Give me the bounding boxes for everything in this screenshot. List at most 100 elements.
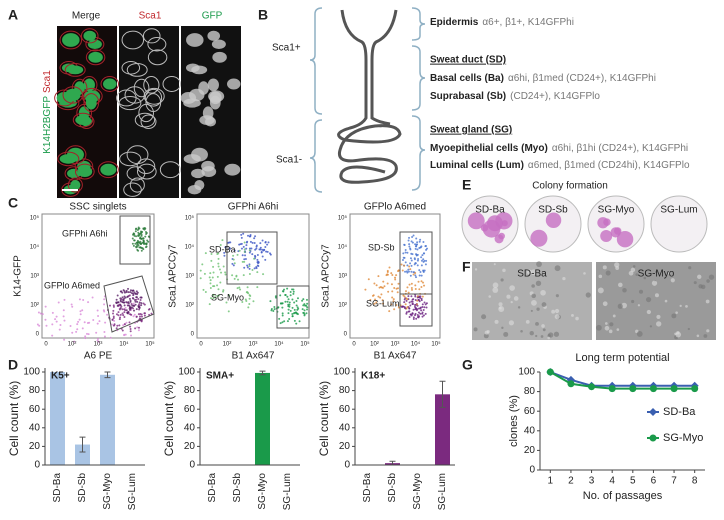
event-dot [132, 297, 135, 300]
event-dot [291, 312, 294, 315]
y-tick-label: 20 [524, 445, 536, 456]
texture [667, 271, 671, 275]
event-dot [123, 304, 126, 307]
event-dot [411, 236, 414, 239]
texture [632, 265, 636, 268]
texture [638, 289, 644, 294]
event-dot [416, 303, 419, 306]
event-dot [224, 273, 227, 276]
y-tick-label: 40 [339, 422, 351, 433]
event-dot [420, 256, 423, 259]
texture [526, 269, 532, 275]
event-dot [425, 306, 428, 309]
event-dot [301, 299, 304, 302]
event-dot [224, 246, 227, 249]
x-axis-label: B1 Ax647 [374, 351, 417, 362]
event-dot [403, 264, 406, 267]
event-dot [412, 271, 415, 274]
event-dot [380, 286, 383, 289]
event-dot [403, 295, 406, 298]
nucleus [103, 78, 117, 90]
x-tick-label: SG-Lum [282, 473, 293, 510]
event-dot [410, 314, 413, 317]
error-bar [79, 436, 86, 453]
x-tick-label: SD-Ba [362, 473, 373, 503]
x-tick-label: SD-Ba [207, 473, 218, 503]
event-dot [91, 296, 94, 299]
event-dot [379, 296, 382, 299]
event-dot [419, 271, 422, 274]
section-heading: Sweat duct (SD) [430, 55, 506, 66]
event-dot [246, 291, 249, 294]
event-dot [125, 301, 128, 304]
event-dot [248, 265, 251, 268]
event-dot [264, 241, 267, 244]
event-dot [222, 289, 225, 292]
event-dot [118, 324, 121, 327]
event-dot [137, 329, 140, 332]
event-dot [217, 262, 220, 265]
event-dot [134, 300, 137, 303]
x-tick-label: 10² [68, 342, 77, 348]
event-dot [243, 258, 246, 261]
y-tick-label: 100 [518, 367, 535, 378]
x-tick-label: 0 [44, 342, 48, 348]
event-dot [289, 309, 292, 312]
event-dot [243, 250, 246, 253]
event-dot [129, 291, 132, 294]
event-dot [380, 293, 383, 296]
event-dot [305, 312, 308, 315]
event-dot [402, 256, 405, 259]
nucleus [227, 78, 241, 90]
event-dot [364, 288, 367, 291]
event-dot [390, 272, 393, 275]
event-dot [283, 320, 286, 323]
event-dot [306, 308, 309, 311]
nucleus [209, 95, 221, 110]
event-dot [293, 319, 296, 322]
event-dot [416, 313, 419, 316]
event-dot [237, 278, 240, 281]
event-dot [204, 252, 207, 255]
event-dot [86, 321, 89, 324]
event-dot [249, 295, 252, 298]
y-tick-label: 60 [339, 404, 351, 415]
event-dot [212, 271, 215, 274]
event-dot [406, 298, 409, 301]
flow-plot [41, 213, 155, 339]
texture [536, 261, 542, 268]
event-dot [241, 260, 244, 263]
x-tick-label: 10² [223, 342, 232, 348]
event-dot [421, 254, 424, 257]
event-dot [414, 243, 417, 246]
group-label: Sca1+ [272, 43, 301, 54]
event-dot [409, 304, 412, 307]
event-dot [378, 286, 381, 289]
event-dot [256, 271, 259, 274]
event-dot [407, 270, 410, 273]
event-dot [87, 301, 90, 304]
x-tick-label: SG-Lum [437, 473, 448, 510]
event-dot [63, 298, 66, 301]
y-tick-label: 80 [29, 385, 41, 396]
event-dot [129, 325, 132, 328]
axis [539, 372, 705, 471]
event-dot [39, 312, 42, 315]
event-dot [118, 318, 121, 321]
texture [551, 309, 556, 314]
event-dot [233, 277, 236, 280]
event-dot [140, 296, 143, 299]
gland-diagram [337, 9, 402, 184]
event-dot [202, 288, 205, 291]
event-dot [62, 315, 65, 318]
event-dot [414, 312, 417, 315]
event-dot [289, 290, 292, 293]
event-dot [142, 227, 145, 230]
event-dot [287, 308, 290, 311]
texture [531, 284, 535, 288]
event-dot [412, 308, 415, 311]
event-dot [109, 336, 112, 339]
event-dot [132, 302, 135, 305]
event-dot [138, 242, 141, 245]
event-dot [126, 295, 129, 298]
